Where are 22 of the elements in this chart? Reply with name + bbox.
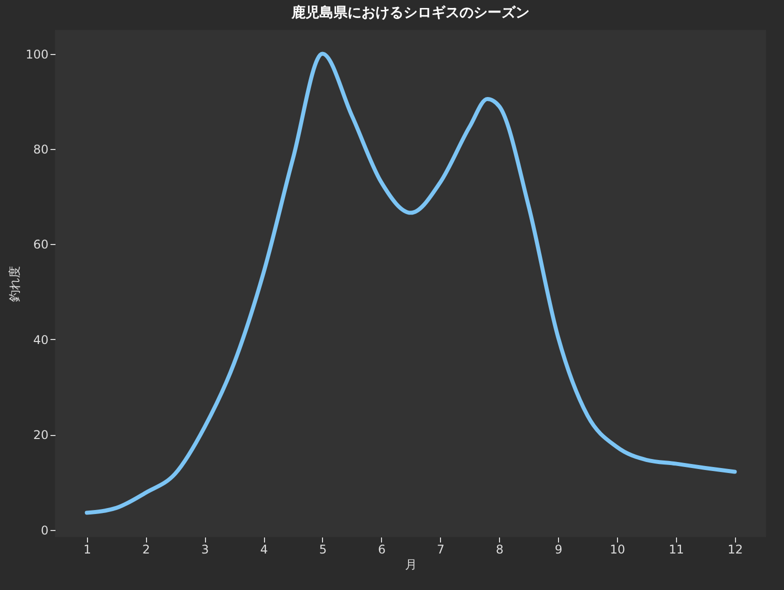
x-axis-title: 月	[405, 558, 417, 572]
y-tick-label: 20	[33, 428, 48, 442]
y-tick-label: 100	[26, 47, 48, 62]
y-axis-title: 釣れ度	[8, 266, 22, 302]
x-tick-label: 4	[260, 542, 268, 556]
x-tick-label: 12	[728, 542, 743, 556]
x-tick-label: 7	[436, 542, 445, 556]
y-tick-label: 60	[33, 238, 48, 252]
line-series	[84, 52, 737, 515]
y-tick-label: 40	[33, 332, 48, 347]
x-tick-label: 10	[610, 542, 626, 556]
y-tick-label: 80	[33, 142, 48, 157]
x-tick-label: 2	[142, 542, 150, 556]
x-tick-label: 1	[83, 542, 92, 556]
x-tick-label: 3	[201, 542, 209, 556]
x-tick-label: 11	[668, 542, 684, 556]
x-tick-label: 5	[319, 542, 327, 556]
x-tick-label: 6	[378, 542, 386, 556]
chart-title: 鹿児島県におけるシロギスのシーズン	[290, 4, 530, 21]
x-tick-label: 9	[554, 542, 562, 556]
x-tick-label: 8	[496, 542, 504, 556]
y-tick-label: 0	[40, 523, 48, 538]
